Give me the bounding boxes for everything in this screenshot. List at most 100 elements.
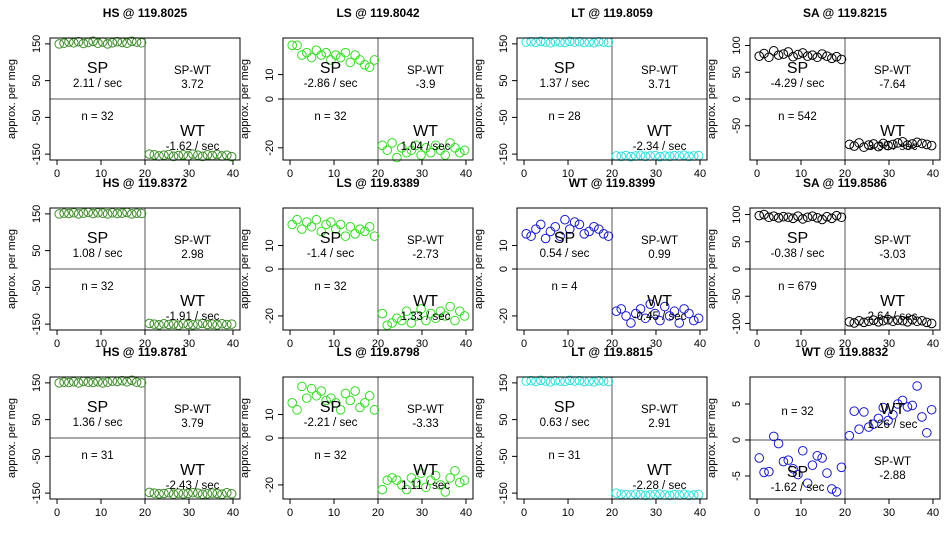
data-point: [907, 400, 918, 411]
y-tick-label: -150: [31, 143, 43, 165]
data-point: [382, 320, 393, 331]
y-tick-label: 0: [498, 266, 510, 272]
data-point: [754, 51, 765, 61]
data-point: [831, 487, 842, 497]
data-point: [897, 315, 908, 326]
y-tick-label: 0: [264, 435, 276, 441]
data-point: [450, 315, 460, 326]
data-point: [626, 318, 636, 328]
data-point: [817, 49, 827, 59]
data-point: [287, 398, 298, 408]
data-point: [144, 149, 155, 159]
x-tick-label: 20: [606, 168, 618, 180]
data-point: [759, 209, 769, 220]
data-point: [226, 151, 237, 162]
panel: HS @ 119.8025 approx. per meg -150 -50 50 150…: [6, 6, 241, 180]
y-axis-label: approx. per meg: [473, 229, 485, 309]
y-tick-label: 0: [731, 266, 743, 272]
data-point: [202, 489, 213, 499]
data-point: [212, 320, 222, 330]
data-point: [117, 375, 127, 386]
data-point: [287, 40, 298, 51]
data-point: [611, 306, 622, 317]
data-point: [849, 406, 860, 416]
y-tick-label: 150: [31, 374, 43, 392]
data-point: [640, 313, 651, 324]
diff-value: 2.91: [648, 418, 670, 430]
data-point: [355, 55, 365, 65]
n-label: n = 32: [81, 281, 113, 293]
data-point: [883, 140, 893, 151]
data-point: [168, 319, 179, 329]
data-point: [222, 150, 232, 161]
y-tick-label: 5: [731, 401, 743, 407]
sp-label: SP: [554, 60, 575, 77]
data-point: [574, 375, 585, 386]
wt-rate: 1.26 / sec: [868, 419, 918, 431]
data-point: [684, 490, 694, 501]
data-point: [455, 147, 465, 158]
data-point: [168, 151, 179, 162]
x-tick-label: 40: [227, 168, 239, 180]
n-label: n = 32: [781, 406, 813, 418]
data-point: [655, 315, 665, 326]
data-point: [827, 53, 837, 64]
data-point: [854, 424, 864, 434]
data-point: [136, 378, 147, 388]
sp-rate: -4.29 / sec: [771, 78, 825, 90]
data-point: [817, 214, 827, 225]
data-point: [836, 212, 847, 223]
data-point: [387, 318, 397, 328]
data-point: [411, 311, 422, 321]
data-point: [178, 489, 189, 499]
data-point: [455, 477, 465, 488]
data-point: [421, 482, 431, 493]
data-point: [112, 36, 123, 47]
data-point: [626, 151, 636, 162]
data-point: [197, 151, 208, 162]
diff-label: SP-WT: [174, 65, 211, 77]
data-point: [616, 304, 627, 314]
sp-rate: 0.63 / sec: [540, 417, 590, 429]
data-point: [831, 210, 842, 221]
data-point: [892, 138, 903, 148]
data-point: [144, 487, 155, 498]
data-point: [788, 463, 798, 474]
data-point: [364, 62, 375, 73]
x-tick-label: 40: [927, 168, 939, 180]
data-point: [797, 214, 808, 224]
data-point: [440, 487, 451, 497]
data-point: [154, 489, 164, 499]
data-point: [149, 150, 160, 160]
data-point: [844, 430, 855, 441]
data-point: [292, 405, 302, 415]
data-point: [603, 231, 614, 241]
data-point: [411, 140, 422, 151]
data-point: [59, 38, 69, 48]
data-point: [812, 52, 823, 63]
diff-label: SP-WT: [641, 65, 678, 77]
n-label: n = 4: [552, 281, 579, 293]
data-point: [564, 224, 575, 234]
y-axis-label: approx. per meg: [239, 398, 251, 478]
y-tick-label: 150: [498, 35, 510, 53]
data-point: [183, 488, 193, 499]
wt-label: WT: [180, 123, 205, 140]
x-tick-label: 10: [95, 168, 107, 180]
x-tick-label: 40: [460, 507, 472, 519]
n-label: n = 28: [548, 111, 580, 123]
x-tick-label: 20: [372, 168, 384, 180]
x-tick-label: 10: [562, 168, 574, 180]
data-point: [127, 209, 137, 219]
x-tick-label: 10: [562, 507, 574, 519]
plot-frame: [49, 207, 241, 331]
data-point: [435, 145, 446, 156]
panel: WT @ 119.8832 approx. per meg -5 0 5 0 10 20 30 4…: [706, 345, 941, 519]
data-point: [669, 306, 680, 317]
x-tick-label: 30: [883, 338, 895, 350]
data-point: [912, 137, 922, 148]
diff-label: SP-WT: [641, 404, 678, 416]
data-point: [902, 140, 913, 150]
data-point: [640, 490, 651, 501]
data-point: [540, 233, 551, 244]
